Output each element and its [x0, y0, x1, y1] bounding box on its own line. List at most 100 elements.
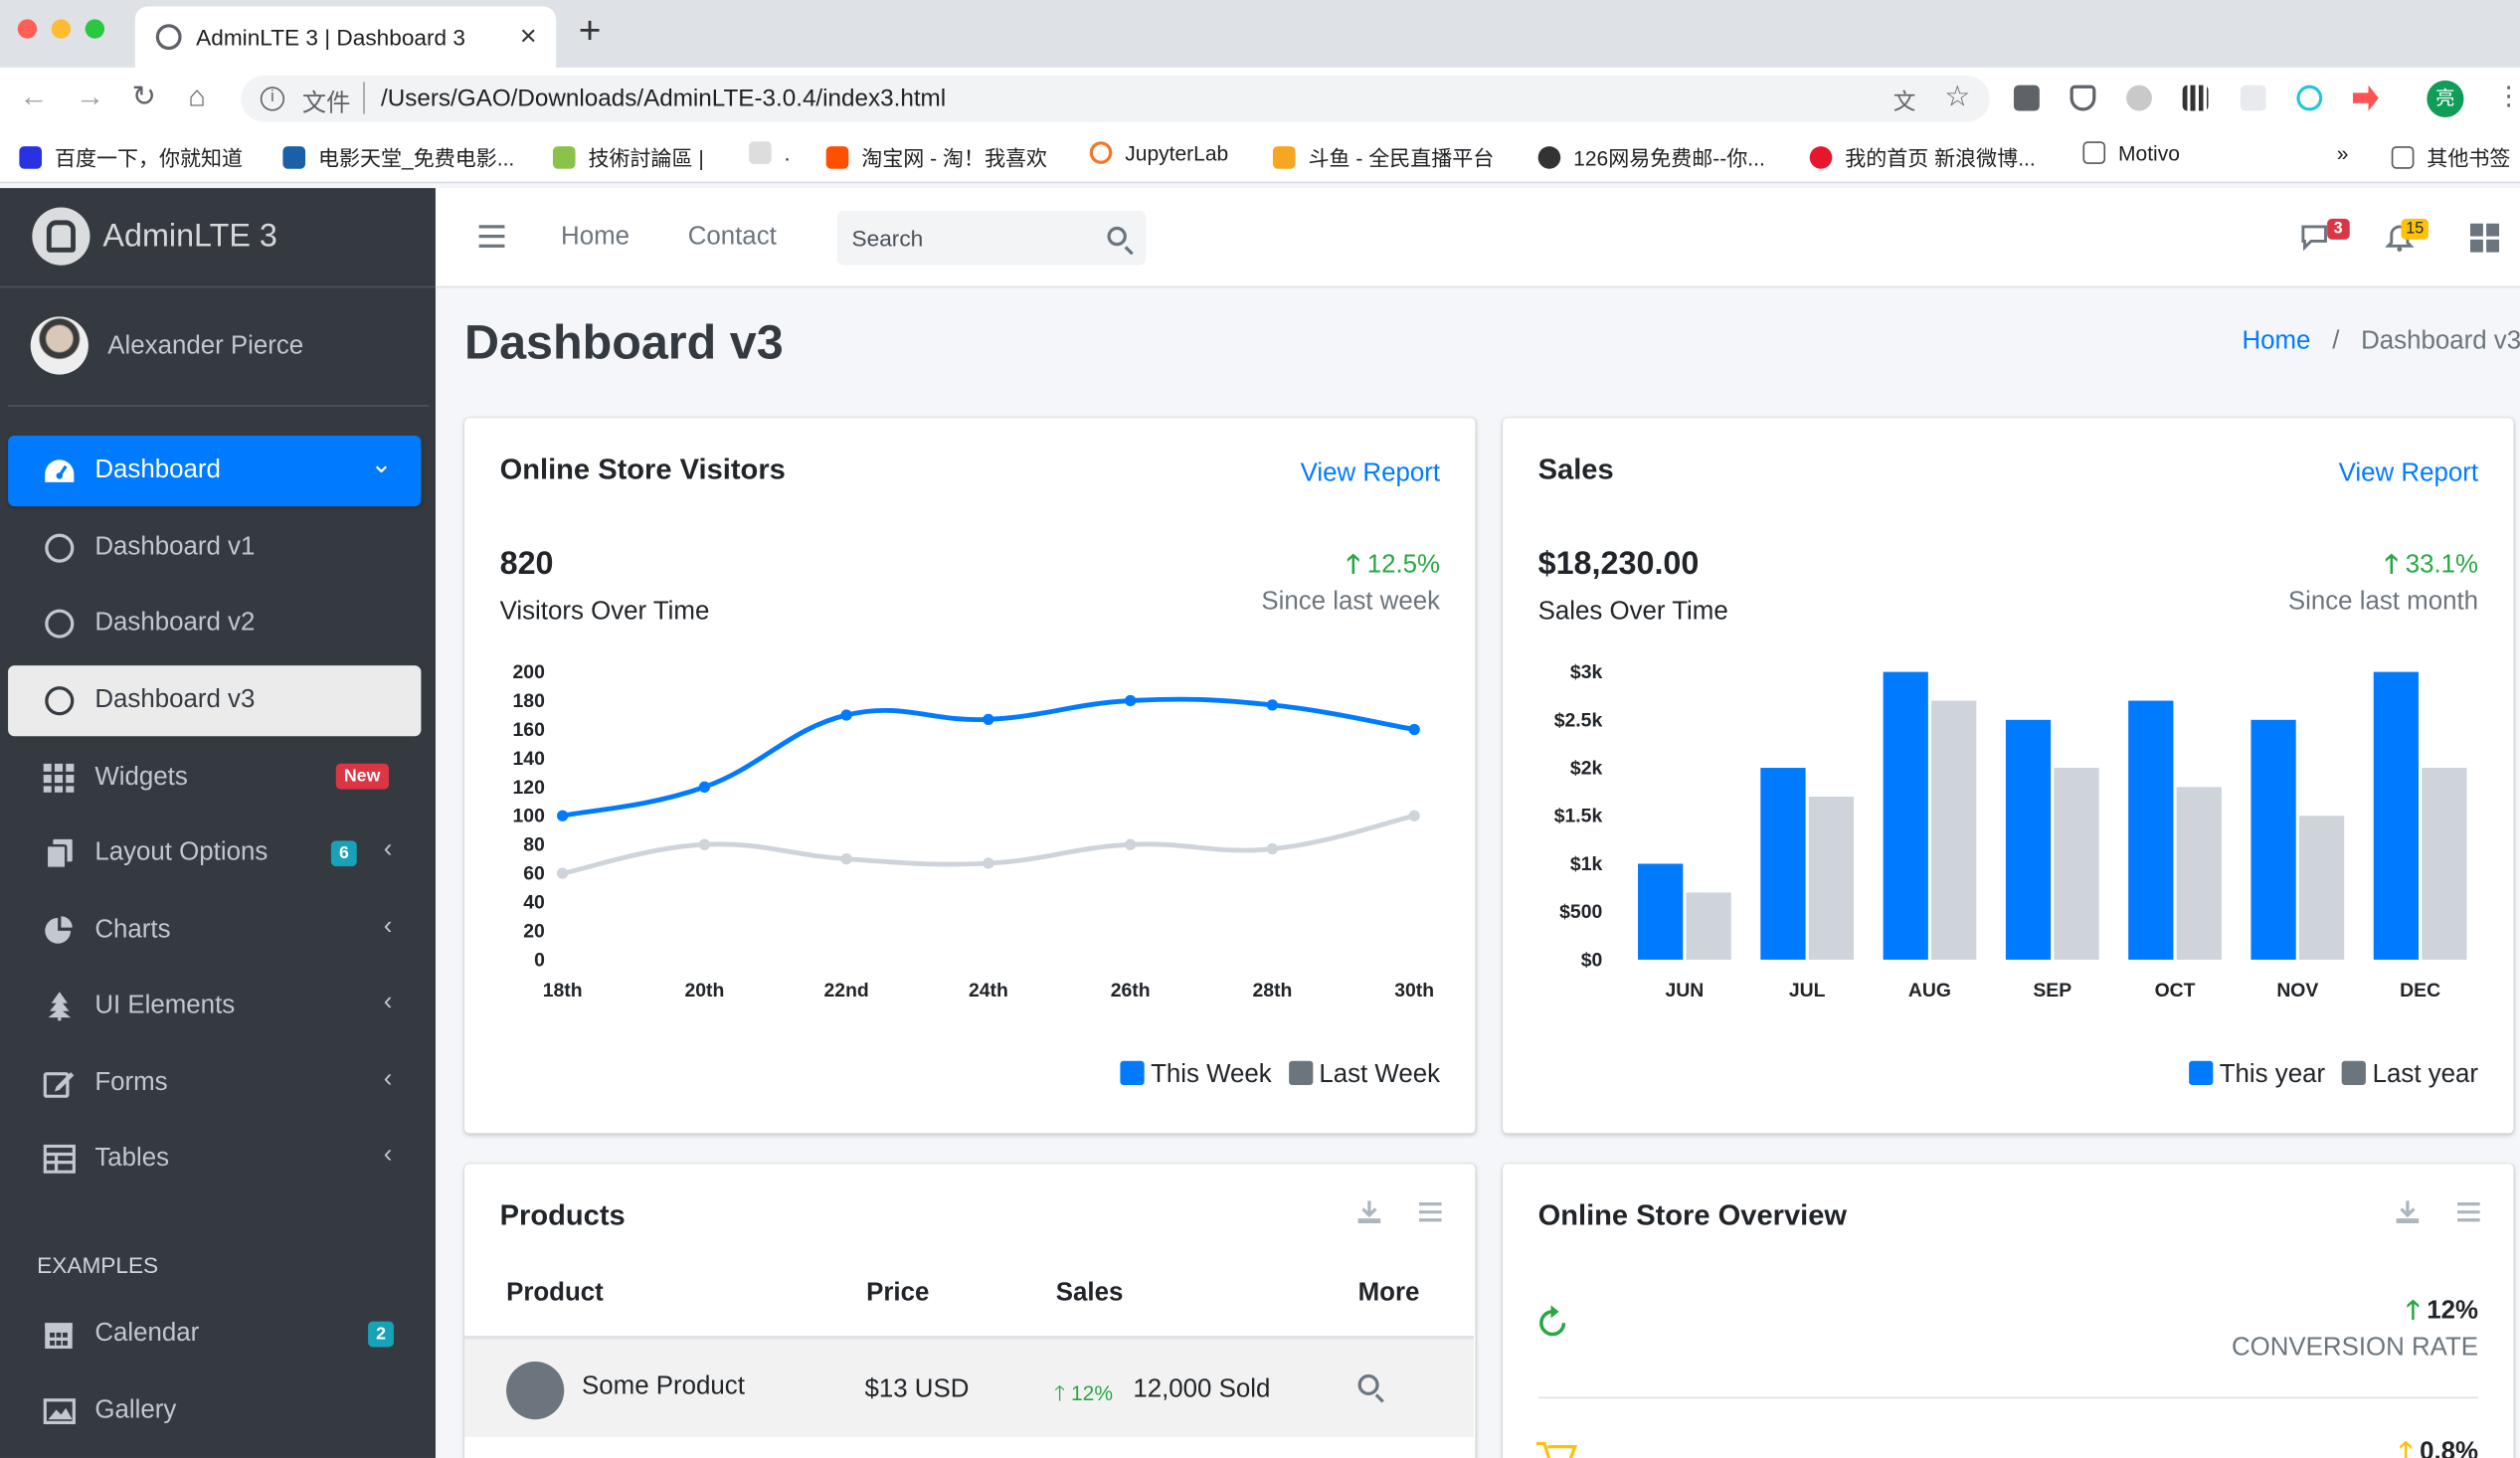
url-scheme: 文件 [301, 90, 351, 117]
brand-link[interactable]: AdminLTE 3 [0, 188, 436, 288]
data-point [1408, 810, 1420, 821]
bookmarks-bar: 百度一下，你就知道 电影天堂_免费电影... 技術討論區 | . 淘宝网 - 淘… [0, 128, 2520, 184]
sidebar-item-label: Tables [94, 1144, 170, 1173]
visitors-legend: This Week Last Week [1120, 1060, 1440, 1090]
extension-arrow-icon[interactable] [2352, 85, 2379, 111]
extension-circle-icon[interactable] [2126, 85, 2152, 111]
extension-shield-icon[interactable] [2070, 85, 2096, 111]
bookmark-weibo[interactable]: 我的首页 新浪微博... [1809, 141, 2036, 172]
sidebar-item-label: UI Elements [94, 992, 236, 1019]
card-title: Online Store Overview [1537, 1198, 1848, 1232]
y-tick-label: $1k [1570, 853, 1603, 875]
user-panel[interactable]: Alexander Pierce [8, 287, 430, 407]
user-name[interactable]: Alexander Pierce [107, 332, 304, 361]
nav-link-contact[interactable]: Contact [687, 223, 777, 252]
forward-arrow-icon[interactable]: → [75, 80, 105, 113]
extension-atom-icon[interactable] [2296, 85, 2323, 111]
sidebar-item-dashboard-v3[interactable]: Dashboard v3 [8, 665, 422, 737]
data-point [1125, 838, 1137, 850]
sidebar-item-charts[interactable]: Charts ‹ [8, 895, 421, 966]
table-icon [43, 1144, 76, 1174]
extension-qr-icon[interactable] [2182, 85, 2209, 111]
menu-dots-icon[interactable]: ⋮ [2495, 84, 2520, 111]
sidebar-item-dashboard-v1[interactable]: Dashboard v1 [8, 513, 421, 584]
info-icon[interactable]: i [260, 87, 285, 111]
y-tick-label: 20 [523, 920, 545, 942]
bookmark-blank[interactable]: . [749, 141, 791, 165]
sidebar-item-tables[interactable]: Tables ‹ [8, 1124, 421, 1194]
bookmark-jupyterlab[interactable]: JupyterLab [1089, 141, 1228, 165]
bar [2054, 768, 2099, 960]
bookmark-dytt[interactable]: 电影天堂_免费电影... [282, 141, 514, 172]
column-header-product[interactable]: Product [506, 1279, 604, 1308]
chevron-left-icon: ‹ [383, 1141, 393, 1170]
bar [1638, 863, 1684, 960]
table-row: Some Product $13 USD 🡑 12% 12,000 Sold [464, 1336, 1474, 1437]
column-header-price[interactable]: Price [866, 1279, 930, 1308]
reload-icon[interactable]: ↻ [131, 80, 156, 113]
bookmark-taobao[interactable]: 淘宝网 - 淘！我喜欢 [825, 141, 1047, 172]
sidebar-item-widgets[interactable]: Widgets New [8, 743, 421, 814]
sidebar-item-label: Dashboard [94, 456, 221, 484]
y-tick-label: $500 [1559, 901, 1602, 923]
data-point [1125, 694, 1137, 707]
bookmark-motivo[interactable]: Motivo [2082, 141, 2180, 165]
nav-link-home[interactable]: Home [561, 223, 630, 252]
bookmark-other[interactable]: 其他书签 [2391, 141, 2510, 172]
calendar-icon [45, 1323, 73, 1350]
sidebar-item-gallery[interactable]: Gallery [8, 1376, 421, 1447]
sidebar-item-ui-elements[interactable]: UI Elements ‹ [8, 971, 421, 1041]
cart-icon [1535, 1441, 1578, 1458]
profile-avatar[interactable]: 亮 [2427, 80, 2464, 117]
address-bar[interactable]: i 文件 /Users/GAO/Downloads/AdminLTE-3.0.4… [241, 75, 1990, 122]
back-arrow-icon[interactable]: ← [19, 80, 49, 113]
bars-menu-icon[interactable] [1417, 1199, 1443, 1225]
copy-icon [45, 838, 73, 868]
close-window-button[interactable] [17, 19, 38, 39]
translate-icon[interactable]: 文 [1892, 88, 1916, 114]
url-text[interactable]: /Users/GAO/Downloads/AdminLTE-3.0.4/inde… [381, 85, 947, 113]
star-icon[interactable]: ☆ [1944, 80, 1971, 113]
breadcrumb-home-link[interactable]: Home [2242, 327, 2311, 356]
search-icon[interactable] [1357, 1373, 1379, 1395]
fullscreen-grid-icon[interactable] [2469, 223, 2500, 253]
hamburger-menu-icon[interactable] [478, 225, 505, 248]
maximize-window-button[interactable] [85, 19, 105, 39]
x-tick-label: OCT [2155, 980, 2196, 1002]
sidebar-item-calendar[interactable]: Calendar 2 [8, 1299, 421, 1369]
brand-name: AdminLTE 3 [102, 218, 277, 255]
browser-tab[interactable]: AdminLTE 3 | Dashboard 3 × [134, 6, 557, 68]
breadcrumb-current: Dashboard v3 [2361, 327, 2520, 356]
search-input[interactable]: Search [836, 210, 1147, 266]
view-report-link[interactable]: View Report [1300, 459, 1441, 487]
sidebar-item-forms[interactable]: Forms ‹ [8, 1048, 421, 1119]
comments-icon[interactable] [2300, 224, 2332, 253]
bookmark-forum[interactable]: 技術討論區 | [552, 141, 704, 172]
new-tab-button[interactable]: + [578, 9, 602, 54]
data-point [698, 781, 711, 793]
bookmark-baidu[interactable]: 百度一下，你就知道 [19, 141, 243, 172]
minimize-window-button[interactable] [51, 19, 72, 39]
extension-grid-icon[interactable] [2240, 85, 2266, 111]
download-icon[interactable] [1356, 1199, 1382, 1225]
home-icon[interactable]: ⌂ [188, 80, 206, 113]
bars-menu-icon[interactable] [2455, 1199, 2481, 1225]
sidebar-item-dashboard-v2[interactable]: Dashboard v2 [8, 589, 421, 659]
bar [1686, 892, 1731, 960]
column-header-more[interactable]: More [1357, 1279, 1420, 1308]
column-header-sales[interactable]: Sales [1055, 1279, 1124, 1308]
card-title: Products [499, 1198, 626, 1232]
douyu-icon [1272, 146, 1296, 169]
bookmarks-overflow[interactable]: » [2336, 141, 2349, 166]
sidebar-item-dashboard[interactable]: Dashboard ⌄ [8, 436, 422, 507]
sidebar-item-layout-options[interactable]: Layout Options 6 ‹ [8, 819, 421, 889]
bookmark-126mail[interactable]: 126网易免费邮--你... [1537, 141, 1765, 172]
extension-rp-icon[interactable] [2013, 85, 2040, 111]
bookmark-douyu[interactable]: 斗鱼 - 全民直播平台 [1272, 141, 1494, 172]
visitors-subtitle: Visitors Over Time [499, 598, 710, 626]
count-badge: 6 [330, 840, 357, 867]
close-tab-icon[interactable]: × [519, 19, 537, 52]
download-icon[interactable] [2395, 1199, 2421, 1225]
view-report-link[interactable]: View Report [2338, 459, 2479, 487]
search-icon[interactable] [1107, 226, 1127, 247]
